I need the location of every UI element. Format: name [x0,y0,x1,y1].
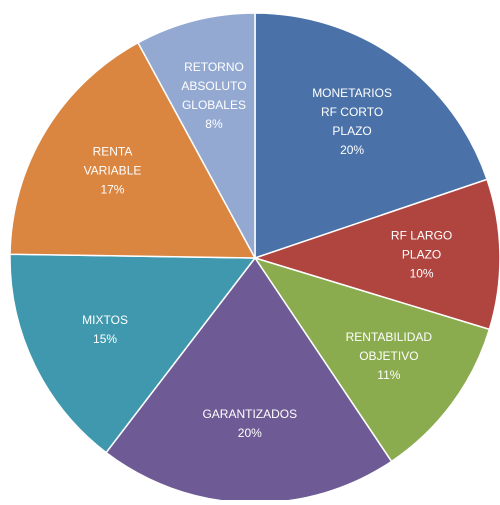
category-label: RENTA [93,145,133,159]
category-label: MONETARIOS [312,86,392,100]
slice-label: MONETARIOS RF CORTO PLAZO 20% [312,86,392,157]
value-label: 11% [377,368,400,382]
value-label: 20% [340,143,364,157]
category-label: OBJETIVO [359,349,418,363]
category-label: GARANTIZADOS [202,407,297,421]
pie-slice [254,12,489,260]
pie-slice [9,41,257,259]
value-label: 8% [205,117,223,131]
category-label: GLOBALES [182,98,246,112]
value-label: 20% [238,426,262,440]
pie-slice [137,12,256,259]
category-label: ABSOLUTO [181,79,246,93]
value-label: 17% [100,183,124,197]
slice-label: RENTABILIDAD OBJETIVO 11% [346,330,433,382]
slice-label: RENTA VARIABLE 17% [84,145,142,197]
value-label: 15% [93,332,117,346]
category-label: RETORNO [184,60,244,74]
category-label: VARIABLE [84,164,142,178]
slice-label: RETORNO ABSOLUTO GLOBALES 8% [181,60,246,131]
pie-slice [253,256,491,463]
category-label: PLAZO [332,124,371,138]
category-label: RF LARGO [391,229,452,243]
category-label: PLAZO [402,248,441,262]
slice-label: MIXTOS 15% [82,313,128,346]
category-label: RF CORTO [321,105,383,119]
category-label: RENTABILIDAD [346,330,433,344]
slice-label: RF LARGO PLAZO 10% [391,229,452,281]
category-label: MIXTOS [82,313,128,327]
slice-label: GARANTIZADOS 20% [202,407,297,440]
pie-slice [9,253,257,454]
value-label: 10% [410,267,434,281]
